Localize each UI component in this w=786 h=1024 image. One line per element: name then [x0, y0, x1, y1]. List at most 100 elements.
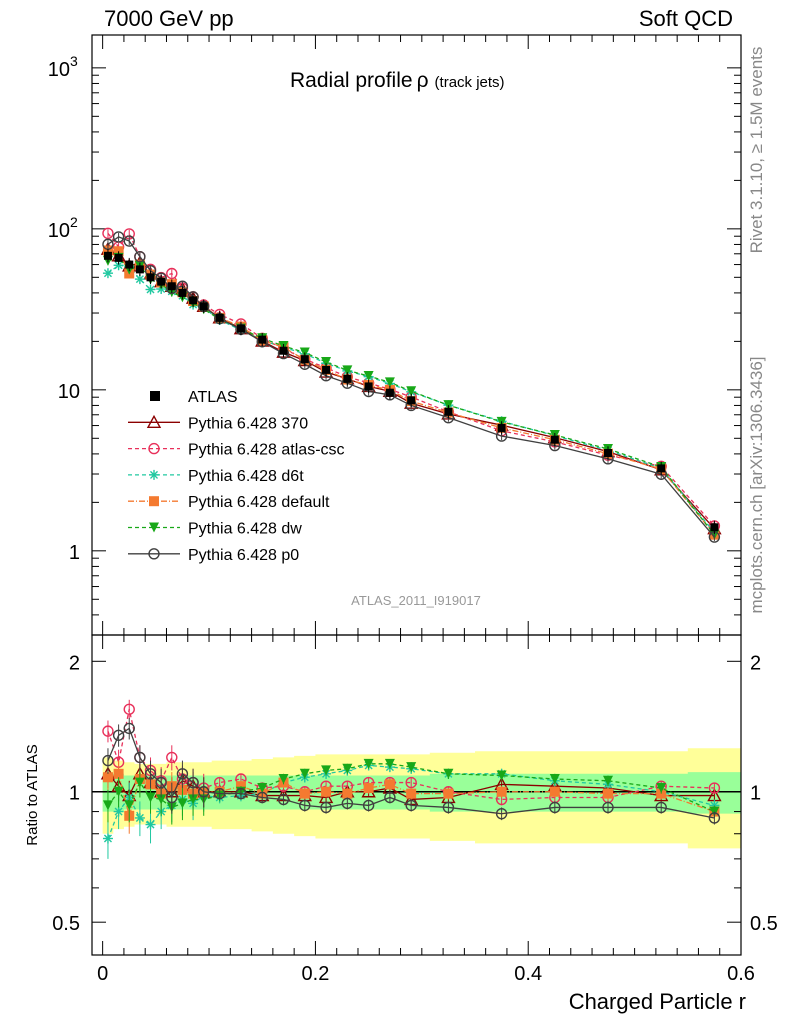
data-point-star [145, 284, 156, 295]
data-point [157, 277, 166, 286]
data-point-circle-open [134, 250, 146, 263]
data-point-square [603, 788, 614, 799]
data-point-circle-open [277, 793, 290, 806]
data-point-triangle-down [384, 377, 395, 388]
data-point-triangle-down [188, 794, 199, 805]
data-point [300, 355, 309, 364]
data-point [385, 388, 394, 397]
data-point-triangle-down [656, 783, 667, 794]
data-point-square [549, 786, 560, 797]
star-stroke [114, 261, 123, 270]
data-point-circle-open [362, 799, 375, 812]
ratio-line [107, 709, 715, 801]
legend-item: Pythia 6.428 default [128, 494, 330, 511]
main-frame [91, 34, 742, 636]
data-point-triangle-down [406, 386, 417, 397]
ratio-y-tick-label: 2 [69, 652, 80, 674]
data-point-circle-open [320, 801, 332, 814]
y-tick-exponent: 2 [70, 214, 78, 230]
data-point-circle-open [405, 776, 417, 789]
data-point-triangle-down [342, 365, 353, 376]
series-line [107, 236, 715, 538]
legend-item: Pythia 6.428 d6t [128, 468, 304, 485]
data-point-circle-open [155, 776, 167, 789]
data-point-star [149, 469, 159, 480]
data-point-triangle-down [124, 800, 135, 811]
data-point-circle-open [166, 267, 178, 280]
data-point [657, 464, 666, 473]
data-point-circle-open [102, 725, 114, 737]
ratio-panel: 0 0.2 0.4 0.6 0.5 0.5 1 1 2 2 [52, 634, 778, 985]
x-tick-label: 0.2 [302, 963, 330, 985]
data-point [236, 324, 245, 333]
x-axis-label: Charged Particle r [569, 989, 746, 1014]
ratio-y-tick-label-right: 2 [750, 652, 761, 674]
data-point-triangle-down [603, 775, 614, 786]
data-point-triangle-down [156, 794, 167, 805]
chart-title-suffix: (track jets) [435, 74, 505, 91]
data-point-circle-open [166, 791, 178, 804]
series-pythia-6-428-atlas-csc [102, 227, 721, 532]
data-point-circle-open [166, 751, 178, 764]
star-stroke [146, 285, 155, 294]
data-point [343, 374, 352, 383]
data-point [135, 265, 144, 274]
data-point-circle-open [112, 729, 125, 741]
data-point [497, 423, 506, 432]
data-point [407, 396, 416, 405]
legend-label: Pythia 6.428 d6t [188, 468, 304, 485]
legend-item: Pythia 6.428 p0 [128, 547, 299, 564]
data-point-star [134, 812, 145, 823]
data-point-square [406, 788, 417, 799]
data-point [125, 260, 134, 269]
data-point-square [496, 786, 507, 797]
data-point-circle-open [708, 782, 721, 794]
legend-label: Pythia 6.428 dw [188, 521, 302, 538]
data-point-triangle-down [102, 800, 113, 811]
legend-item: Pythia 6.428 atlas-csc [128, 442, 345, 459]
data-point-circle-open [102, 227, 114, 239]
legend-label: Pythia 6.428 p0 [188, 547, 299, 564]
legend-label: Pythia 6.428 atlas-csc [188, 442, 345, 459]
data-point-square [321, 786, 332, 797]
data-point [178, 288, 187, 297]
data-point-triangle-down [321, 356, 332, 367]
data-point-circle-open [384, 791, 396, 804]
data-point [199, 302, 208, 311]
data-point [279, 346, 288, 355]
data-point-circle-open [123, 703, 135, 715]
legend-label: ATLAS [188, 389, 238, 406]
collision-label: 7000 GeV pp [104, 6, 234, 31]
data-point-triangle-down [134, 777, 145, 788]
ratio-frame [91, 634, 742, 956]
data-point-circle-open [213, 787, 226, 800]
chart-title-text: Radial profile [290, 69, 413, 92]
chart-title-symbol: ρ [417, 69, 429, 92]
data-point-circle-open [549, 801, 561, 814]
data-point-star [145, 819, 156, 830]
star-stroke [114, 807, 123, 816]
ratio-y-tick-label: 1 [69, 783, 80, 805]
series-atlas [103, 249, 719, 534]
legend-item: Pythia 6.428 370 [128, 414, 308, 432]
data-point [103, 251, 112, 260]
data-point-circle-open [602, 801, 614, 814]
data-point-triangle-down [278, 774, 289, 785]
ratio-series-pythia-6-428-p0 [102, 717, 721, 825]
legend-item: Pythia 6.428 dw [128, 521, 302, 538]
data-point-circle-open [148, 548, 160, 560]
data-point-square [443, 788, 454, 799]
data-point-circle-open [112, 231, 125, 243]
data-point-triangle-down [257, 783, 268, 794]
data-point-circle-open [148, 442, 160, 455]
data-point [604, 449, 613, 458]
ratio-line [107, 727, 715, 819]
data-point [322, 365, 331, 374]
site-info: mcplots.cern.ch [arXiv:1306.3436] [747, 356, 766, 613]
data-point-triangle-down [363, 758, 374, 769]
data-point-circle-open [102, 754, 114, 767]
data-point-triangle-down [299, 768, 310, 779]
legend-label: Pythia 6.428 default [188, 494, 330, 511]
data-point [550, 435, 559, 444]
